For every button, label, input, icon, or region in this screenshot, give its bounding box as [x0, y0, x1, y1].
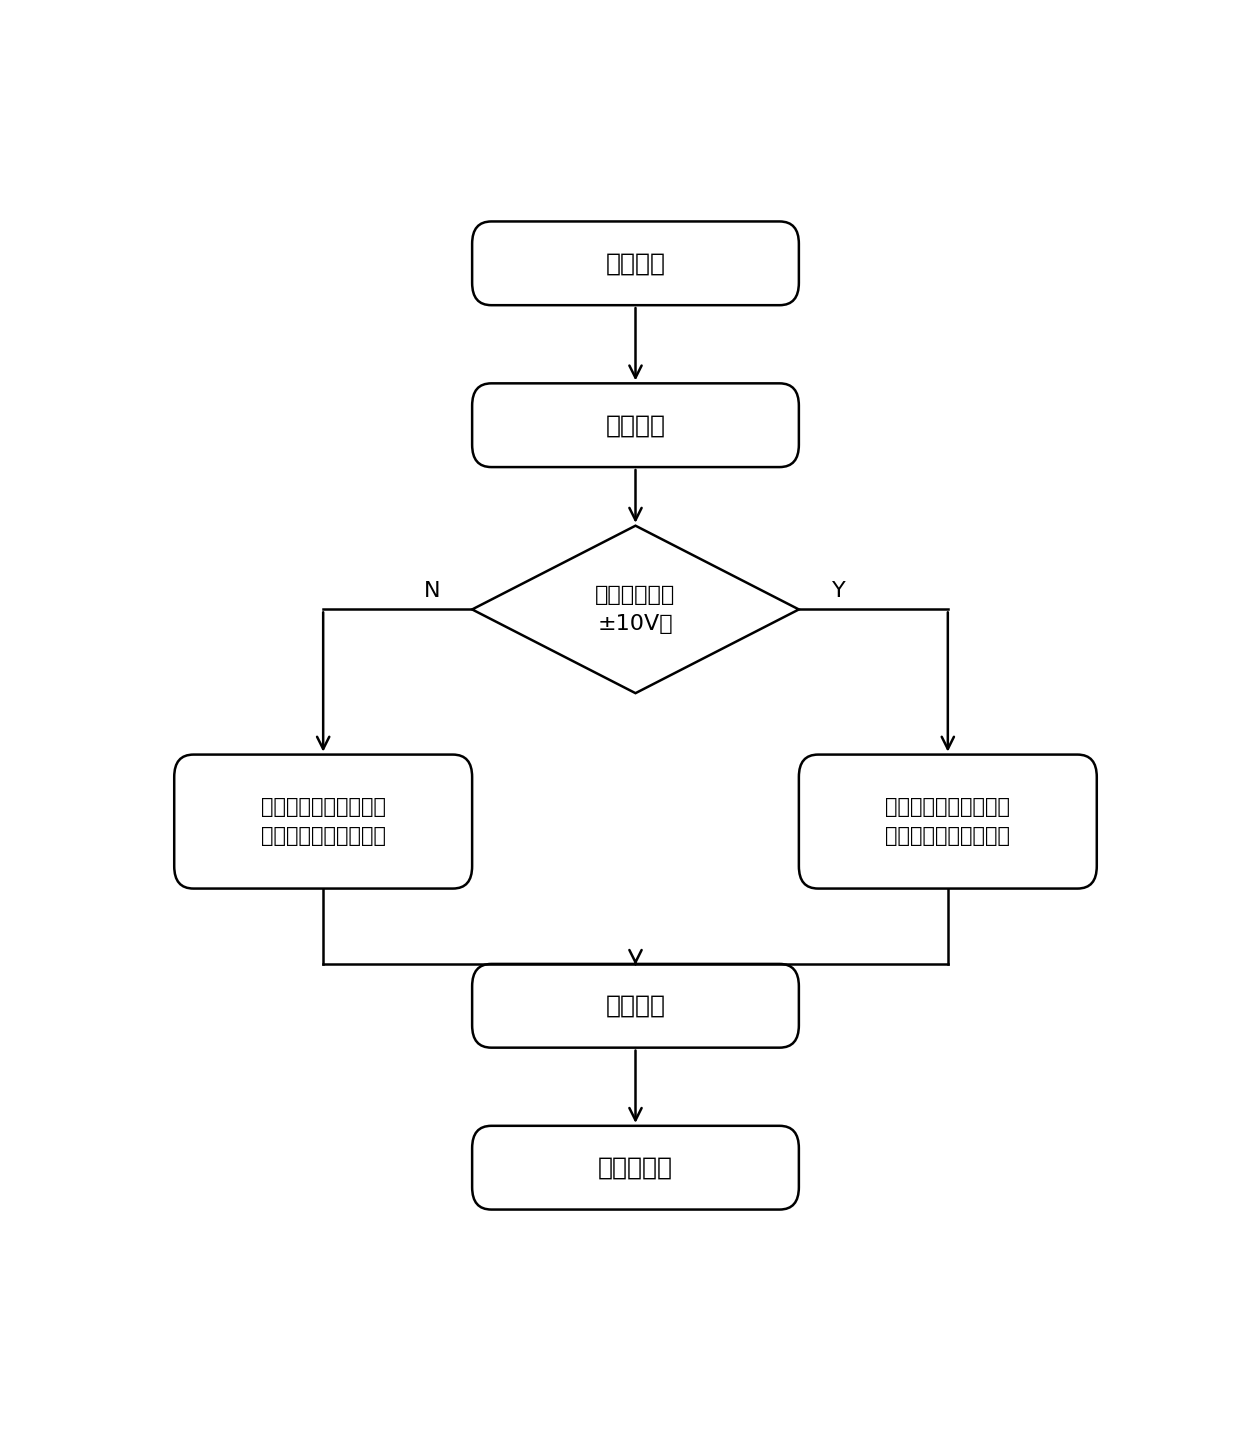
- FancyBboxPatch shape: [174, 754, 472, 889]
- FancyBboxPatch shape: [799, 754, 1096, 889]
- Text: 对应数字通道输出高电
平，进入电流采样模式: 对应数字通道输出高电 平，进入电流采样模式: [885, 796, 1011, 847]
- FancyBboxPatch shape: [472, 222, 799, 304]
- Text: 继续采样: 继续采样: [605, 993, 666, 1018]
- Text: 幅值是否超过
±10V？: 幅值是否超过 ±10V？: [595, 584, 676, 634]
- FancyBboxPatch shape: [472, 383, 799, 467]
- Text: 对应数字通道输出低电
平，进入电压采样模式: 对应数字通道输出低电 平，进入电压采样模式: [260, 796, 386, 847]
- Text: N: N: [424, 580, 440, 600]
- Text: Y: Y: [832, 580, 846, 600]
- Text: 软件启动: 软件启动: [605, 251, 666, 276]
- Polygon shape: [472, 526, 799, 693]
- FancyBboxPatch shape: [472, 1125, 799, 1209]
- Text: 采样一次: 采样一次: [605, 413, 666, 438]
- Text: 完成后退出: 完成后退出: [598, 1156, 673, 1180]
- FancyBboxPatch shape: [472, 964, 799, 1048]
